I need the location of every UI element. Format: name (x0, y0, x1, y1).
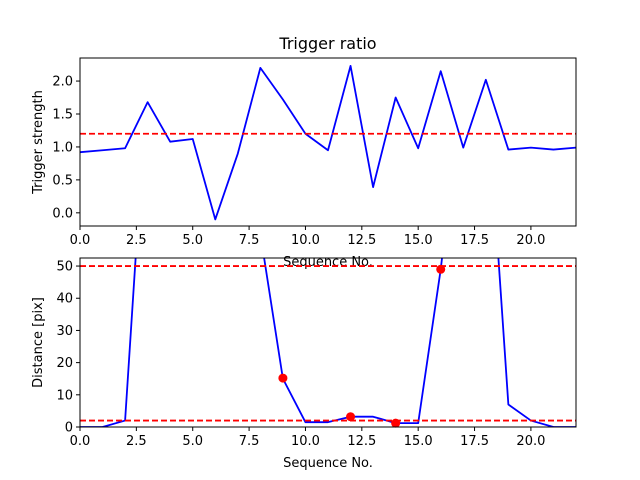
x-tick-label: 17.5 (460, 233, 489, 248)
x-tick-label: 0.0 (70, 434, 91, 449)
x-tick-label: 15.0 (404, 233, 433, 248)
x-tick-label: 0.0 (70, 233, 91, 248)
x-tick-label: 10.0 (291, 434, 320, 449)
marker-point-1 (346, 412, 356, 422)
x-axis-label: Sequence No. (283, 456, 373, 471)
x-tick-label: 20.0 (516, 434, 545, 449)
x-tick-label: 12.5 (347, 233, 376, 248)
y-tick-label: 30 (56, 324, 73, 339)
x-tick-label: 2.5 (126, 434, 147, 449)
x-tick-label: 10.0 (291, 233, 320, 248)
x-tick-label: 5.0 (182, 233, 203, 248)
marker-point-3 (436, 264, 446, 274)
x-tick-label: 7.5 (239, 434, 260, 449)
x-tick-label: 2.5 (126, 233, 147, 248)
y-axis-label: Distance [pix] (31, 297, 46, 388)
y-tick-label: 2.0 (52, 75, 73, 90)
marker-point-2 (391, 418, 401, 428)
marker-point-0 (278, 373, 288, 383)
chart-title: Trigger ratio (278, 34, 376, 53)
y-axis-label: Trigger strength (31, 90, 46, 195)
series-line-0 (80, 65, 576, 221)
x-tick-label: 12.5 (347, 434, 376, 449)
series-line-0 (80, 258, 576, 427)
x-tick-label: 15.0 (404, 434, 433, 449)
y-tick-label: 50 (56, 260, 73, 275)
x-tick-label: 7.5 (239, 233, 260, 248)
axes-frame (79, 257, 577, 428)
bottom-plot: 0.0 2.5 5.0 7.5 10.0 12.5 15.0 17.5 20.0 0 10 20 30 4… (31, 257, 577, 471)
y-tick-label: 0.5 (52, 173, 73, 188)
axes-frame (79, 57, 577, 227)
x-tick-label: 20.0 (516, 233, 545, 248)
y-tick-label: 1.0 (52, 140, 73, 155)
y-tick-label: 0 (65, 421, 73, 436)
x-tick-label: 17.5 (460, 434, 489, 449)
y-tick-label: 0.0 (52, 206, 73, 221)
y-tick-label: 40 (56, 292, 73, 307)
y-tick-label: 1.5 (52, 108, 73, 123)
x-tick-label: 5.0 (182, 434, 203, 449)
y-tick-label: 20 (56, 356, 73, 371)
y-tick-label: 10 (56, 388, 73, 403)
x-axis-label: Sequence No. (283, 255, 373, 270)
